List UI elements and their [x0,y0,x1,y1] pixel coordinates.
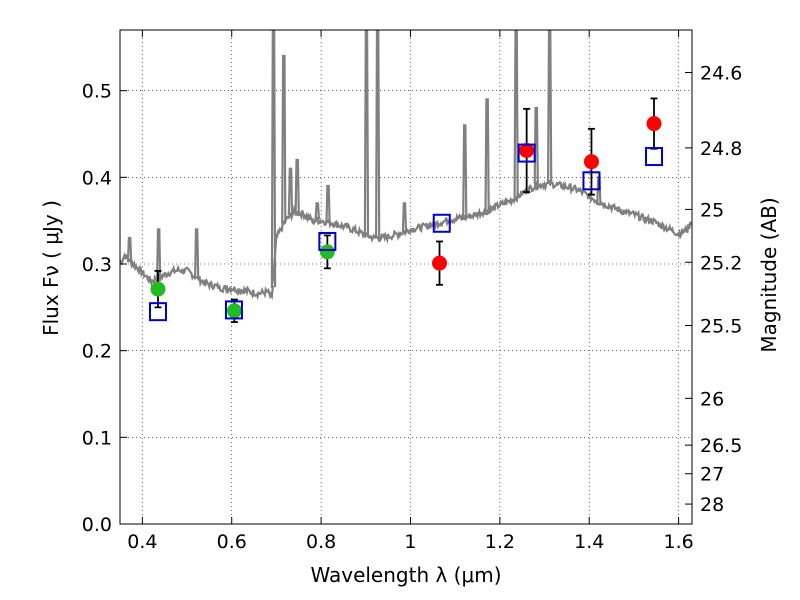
data-point-circle [519,142,535,158]
right-tick-label: 26 [700,388,724,410]
data-point-square [224,300,243,320]
right-tick-label: 25 [700,199,724,221]
x-tick-label: 0.4 [127,531,157,553]
x-tick-label: 1.2 [485,531,515,553]
spectrum-curve [120,30,692,301]
right-tick-label: 25.5 [700,316,742,338]
right-tick-label: 24.6 [700,62,742,84]
x-axis-label: Wavelength λ (μm) [310,563,501,587]
right-tick-label: 27 [700,464,724,486]
data-point-square [517,143,536,163]
y-tick-label: 0.2 [82,341,112,363]
y-tick-label: 0.4 [82,167,112,189]
data-point-circle [150,281,166,297]
right-tick-label: 26.5 [700,435,742,457]
plot-frame [119,29,693,525]
photometry-markers [148,97,664,323]
grid [120,30,692,525]
axis-ticks: 0.4 0.6 0.8 1 1.2 1.4 1.6 0.0 0.1 0.2 0.3 0.4 0.5 24.… [82,30,742,553]
data-point-square [432,213,451,233]
x-tick-label: 1 [404,531,416,553]
right-tick-label: 25.2 [700,252,742,274]
right-tick-label: 28 [700,494,724,516]
x-tick-label: 0.8 [306,531,336,553]
x-tick-label: 1.4 [574,531,604,553]
data-point-circle [646,116,662,132]
data-point-square [645,147,664,167]
data-point-circle [319,244,335,260]
y-tick-label: 0.3 [82,254,112,276]
y-tick-label: 0.0 [82,514,112,536]
y-tick-label: 0.1 [82,427,112,449]
x-tick-label: 0.6 [217,531,247,553]
data-point-circle [432,255,448,271]
data-point-square [318,231,337,251]
y-axis-right-label: Magnitude (AB) [757,197,781,352]
data-point-circle [226,303,242,319]
data-point-circle [583,154,599,170]
y-tick-label: 0.5 [82,81,112,103]
data-point-square [582,171,601,191]
y-axis-label: Flux Fν ( μJy ) [39,200,63,336]
data-point-square [148,302,167,322]
right-tick-label: 24.8 [700,138,742,160]
x-tick-label: 1.6 [663,531,693,553]
spectrum-line [120,30,692,301]
